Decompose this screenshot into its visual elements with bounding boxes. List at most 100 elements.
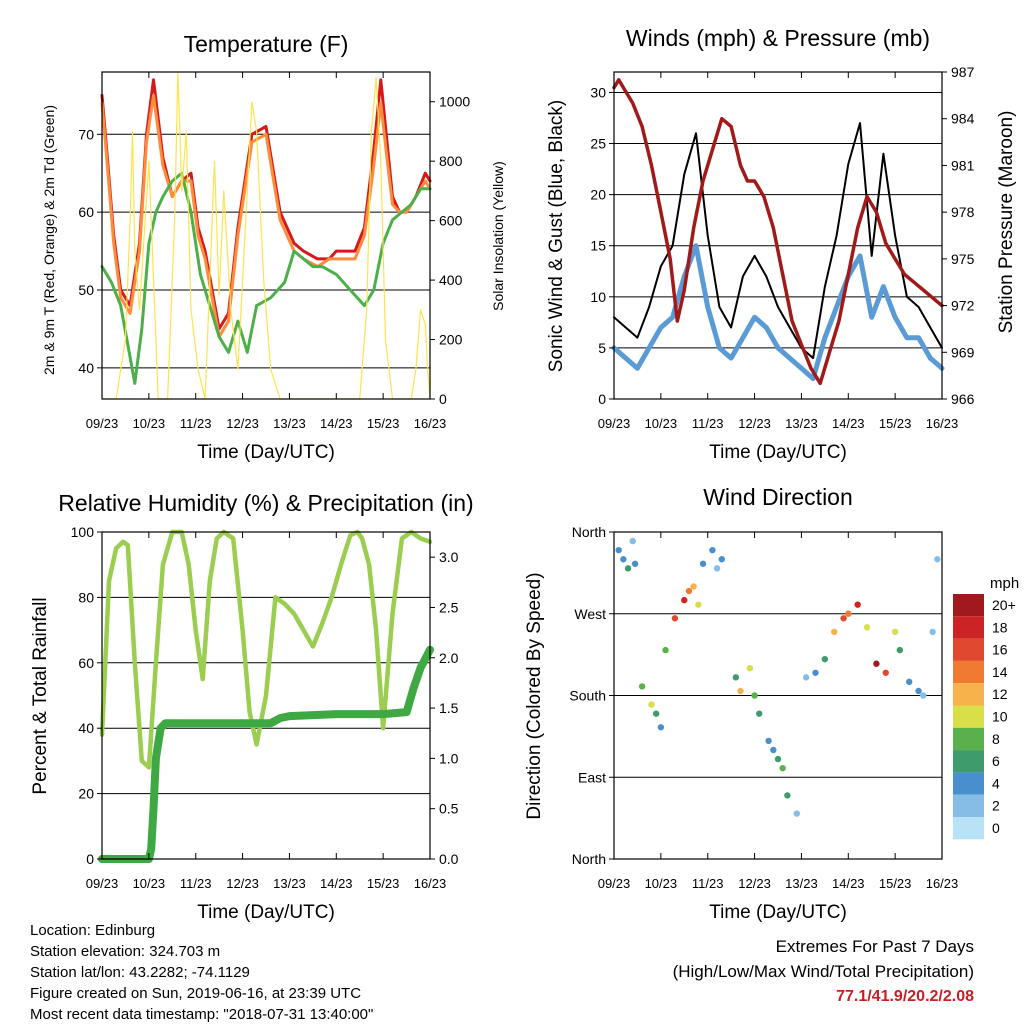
direction-ytick-label: North: [572, 851, 606, 867]
temperature-xtick-label: 16/23: [414, 416, 447, 431]
direction-point: [652, 710, 660, 717]
direction-point: [770, 746, 777, 754]
winds-ylabel-left: Sonic Wind & Gust (Blue, Black): [546, 100, 567, 372]
humidity-series-relative-humidity: [99, 529, 433, 770]
direction-xtick-label: 09/23: [598, 876, 631, 891]
humidity-xtick-label: 16/23: [414, 876, 447, 891]
temperature-xlabel: Time (Day/UTC): [197, 442, 335, 463]
extremes-box: Extremes For Past 7 Days (High/Low/Max W…: [673, 934, 974, 1009]
humidity-y2tick-label: 1.5: [439, 700, 459, 716]
direction-point: [812, 669, 819, 676]
temperature-y2tick-label: 600: [439, 213, 463, 229]
winds-xtick-label: 09/23: [598, 416, 631, 431]
direction-point: [891, 628, 899, 636]
humidity-xtick-label: 15/23: [367, 876, 400, 891]
legend-label: 14: [992, 664, 1008, 680]
humidity-y2tick-label: 0.5: [439, 801, 459, 817]
latlon-text: Station lat/lon: 43.2282; -74.1129: [30, 964, 250, 981]
winds-ytick-label: 15: [590, 238, 606, 254]
recent-text: Most recent data timestamp: "2018-07-31 …: [30, 1006, 374, 1023]
humidity-xtick-label: 11/23: [180, 876, 212, 891]
direction-point: [873, 660, 880, 667]
humidity-xtick-label: 12/23: [226, 876, 259, 891]
direction-point: [713, 565, 721, 572]
winds-y2tick-label: 969: [951, 344, 975, 360]
temperature-ylabel-right: Solar Insolation (Yellow): [490, 161, 506, 311]
direction-point: [906, 678, 913, 686]
direction-point: [631, 560, 639, 567]
direction-point: [863, 624, 871, 631]
winds-xtick-label: 16/23: [926, 416, 959, 431]
temperature-xtick-label: 10/23: [133, 416, 166, 431]
direction-point: [934, 556, 941, 563]
humidity-ytick-label: 20: [78, 786, 94, 802]
humidity-frame: [101, 531, 431, 860]
winds-ytick-label: 20: [590, 187, 606, 203]
legend-swatch: [953, 660, 984, 684]
direction-title: Wind Direction: [703, 484, 853, 510]
winds-y2tick-label: 978: [951, 204, 975, 220]
legend-label: 10: [992, 709, 1008, 725]
winds-xtick-label: 15/23: [879, 416, 912, 431]
winds-y2tick-label: 981: [951, 157, 975, 173]
humidity-plot: 0 20 40 60 80 100 0.0 0.5 1.0 1.5 2.0 2.5 3.0 09/23 10…: [71, 524, 459, 891]
temperature-xtick-label: 12/23: [226, 416, 259, 431]
direction-plot: 20+ 18 16 14 12 10 8 6 4 2 0 North East South West Nort…: [569, 524, 1015, 891]
humidity-ytick-label: 100: [71, 524, 95, 540]
direction-point: [793, 810, 800, 817]
humidity-y2tick-label: 2.5: [439, 599, 459, 615]
legend-label: 18: [992, 619, 1008, 635]
elevation-text: Station elevation: 324.703 m: [30, 943, 221, 960]
temperature-ylabel-left: 2m & 9m T (Red, Orange) & 2m Td (Green): [41, 105, 57, 375]
direction-xtick-label: 16/23: [926, 876, 959, 891]
direction-point: [845, 610, 852, 617]
direction-point: [732, 674, 740, 681]
winds-xtick-label: 12/23: [738, 416, 771, 431]
temperature-y2tick-label: 200: [439, 332, 463, 348]
winds-y2tick-label: 984: [951, 111, 975, 127]
legend-swatch: [953, 705, 984, 728]
direction-point: [624, 565, 632, 572]
direction-xlabel: Time (Day/UTC): [709, 902, 847, 923]
legend-label: 6: [992, 753, 1000, 769]
winds-ylabel-right: Station Pressure (Maroon): [996, 111, 1017, 334]
temperature-y2tick-label: 0: [439, 391, 447, 407]
direction-point: [737, 687, 744, 695]
direction-point: [802, 674, 810, 681]
direction-xtick-label: 13/23: [785, 876, 818, 891]
extremes-values: 77.1/41.9/20.2/2.08: [836, 988, 974, 1005]
winds-ytick-label: 10: [590, 289, 606, 305]
direction-point: [681, 596, 688, 604]
direction-point: [718, 556, 725, 563]
direction-point: [685, 587, 693, 595]
direction-point: [662, 646, 669, 654]
winds-series-sonic-wind: [611, 243, 945, 382]
humidity-xtick-label: 09/23: [86, 876, 119, 891]
direction-ytick-label: South: [569, 688, 606, 704]
winds-xtick-label: 13/23: [785, 416, 818, 431]
legend-title: mph: [990, 575, 1019, 592]
winds-xtick-label: 10/23: [645, 416, 678, 431]
legend-label: 8: [992, 731, 1000, 747]
created-text: Figure created on Sun, 2019-06-16, at 23…: [30, 985, 362, 1002]
winds-y2tick-label: 975: [951, 251, 975, 267]
direction-point: [831, 628, 838, 636]
direction-xtick-label: 15/23: [879, 876, 912, 891]
direction-xtick-label: 12/23: [738, 876, 771, 891]
humidity-series-total-precipitation: [98, 645, 434, 863]
legend-swatch: [953, 727, 984, 751]
legend-label: 2: [992, 798, 1000, 814]
legend-swatch: [953, 772, 984, 795]
temperature-series-solar-insolation: [101, 71, 431, 400]
legend-label: 20+: [992, 597, 1016, 613]
direction-point: [784, 792, 791, 799]
direction-xtick-label: 11/23: [692, 876, 724, 891]
direction-point: [920, 692, 927, 699]
temperature-xtick-label: 15/23: [367, 416, 400, 431]
temperature-xtick-label: 11/23: [180, 416, 212, 431]
direction-point: [821, 655, 829, 663]
direction-point: [615, 546, 622, 554]
direction-point: [896, 646, 904, 654]
direction-point: [690, 583, 697, 590]
direction-ylabel-left: Direction (Colored By Speed): [524, 572, 545, 819]
